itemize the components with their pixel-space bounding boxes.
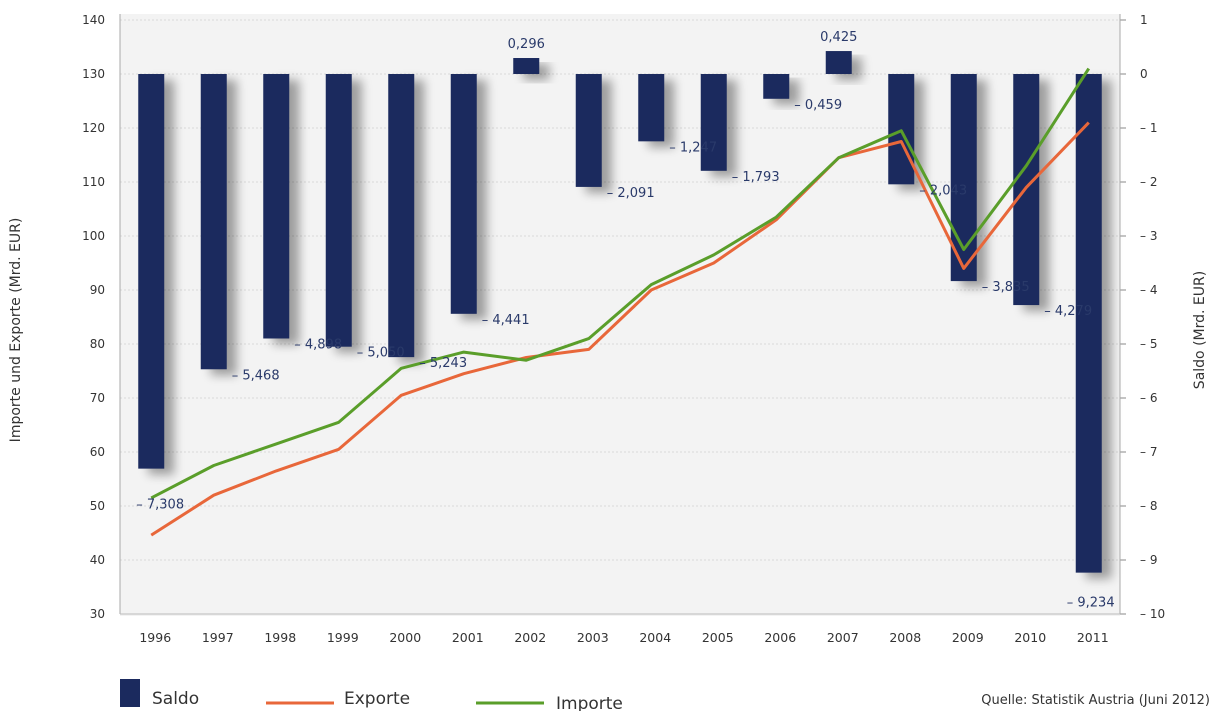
x-tick-label: 2000 bbox=[389, 630, 421, 645]
saldo-data-label: – 0,459 bbox=[794, 98, 842, 113]
saldo-bar bbox=[388, 74, 415, 358]
saldo-bar bbox=[263, 74, 290, 339]
right-tick-label: – 5 bbox=[1140, 337, 1157, 351]
left-tick-label: 120 bbox=[82, 121, 105, 135]
saldo-data-label: 0,296 bbox=[508, 37, 545, 52]
x-tick-label: 1999 bbox=[327, 630, 359, 645]
x-tick-label: 2009 bbox=[952, 630, 984, 645]
left-tick-label: 80 bbox=[90, 337, 105, 351]
right-tick-label: 1 bbox=[1140, 13, 1148, 27]
left-tick-label: 90 bbox=[90, 283, 105, 297]
x-tick-label: 1997 bbox=[202, 630, 234, 645]
legend-item-exporte: Exporte bbox=[266, 689, 410, 709]
right-tick-label: – 1 bbox=[1140, 121, 1157, 135]
saldo-data-label: – 7,308 bbox=[136, 498, 184, 513]
x-tick-label: 1998 bbox=[264, 630, 296, 645]
right-tick-label: 0 bbox=[1140, 67, 1148, 81]
right-tick-label: – 6 bbox=[1140, 391, 1157, 405]
source-note: Quelle: Statistik Austria (Juni 2012) bbox=[981, 693, 1210, 708]
right-tick-label: – 4 bbox=[1140, 283, 1157, 297]
saldo-bar bbox=[1075, 74, 1102, 573]
saldo-bar bbox=[763, 74, 790, 99]
x-tick-label: 2002 bbox=[514, 630, 546, 645]
x-tick-label: 2006 bbox=[764, 630, 796, 645]
left-tick-label: 40 bbox=[90, 553, 105, 567]
left-tick-label: 50 bbox=[90, 499, 105, 513]
legend-item-saldo: Saldo bbox=[120, 679, 199, 709]
left-axis-title: Importe und Exporte (Mrd. EUR) bbox=[8, 218, 24, 443]
saldo-data-label: 0,425 bbox=[820, 30, 857, 45]
right-tick-label: – 10 bbox=[1140, 607, 1165, 621]
saldo-bars bbox=[138, 51, 1102, 573]
left-tick-label: 140 bbox=[82, 13, 105, 27]
saldo-bar bbox=[700, 74, 727, 171]
saldo-data-label: – 1,793 bbox=[732, 170, 780, 185]
saldo-data-label: – 3,835 bbox=[982, 280, 1030, 295]
saldo-data-label: – 5,050 bbox=[357, 346, 405, 361]
x-tick-label: 2003 bbox=[577, 630, 609, 645]
saldo-data-label: – 1,247 bbox=[669, 140, 717, 155]
saldo-bar bbox=[888, 74, 915, 185]
saldo-bar bbox=[513, 58, 540, 74]
saldo-bar bbox=[325, 74, 352, 347]
saldo-data-label: – 4,898 bbox=[294, 337, 342, 352]
saldo-bar bbox=[200, 74, 227, 370]
saldo-data-label: – 5,468 bbox=[232, 368, 280, 383]
right-tick-label: – 9 bbox=[1140, 553, 1157, 567]
left-tick-label: 130 bbox=[82, 67, 105, 81]
left-tick-label: 30 bbox=[90, 607, 105, 621]
legend-label-saldo: Saldo bbox=[152, 689, 199, 709]
x-tick-label: 2005 bbox=[702, 630, 734, 645]
saldo-bar bbox=[138, 74, 165, 469]
saldo-data-label: – 2,043 bbox=[919, 183, 967, 198]
legend-label-importe: Importe bbox=[556, 694, 623, 711]
left-tick-label: 60 bbox=[90, 445, 105, 459]
trade-lines bbox=[150, 67, 1091, 537]
saldo-bar bbox=[450, 74, 477, 314]
legend: Saldo Exporte Importe bbox=[120, 679, 623, 714]
x-tick-label: 2004 bbox=[639, 630, 671, 645]
right-tick-label: – 2 bbox=[1140, 175, 1157, 189]
right-tick-label: – 7 bbox=[1140, 445, 1157, 459]
x-tick-label: 2001 bbox=[452, 630, 484, 645]
saldo-bar bbox=[638, 74, 665, 142]
left-tick-label: 100 bbox=[82, 229, 105, 243]
axes: 30 40 50 60 70 80 90 100 110 120 130 140 1 0 – 1 – 2 – 3… bbox=[82, 13, 1165, 645]
legend-item-importe: Importe bbox=[476, 694, 623, 714]
legend-swatch-saldo bbox=[120, 679, 140, 707]
saldo-data-label: – 2,091 bbox=[607, 186, 655, 201]
x-tick-label: 1996 bbox=[139, 630, 171, 645]
x-tick-label: 2008 bbox=[889, 630, 921, 645]
right-tick-label: – 8 bbox=[1140, 499, 1157, 513]
saldo-bar bbox=[575, 74, 602, 187]
exporte-line bbox=[150, 121, 1090, 537]
legend-label-exporte: Exporte bbox=[344, 689, 410, 709]
x-tick-label: 2007 bbox=[827, 630, 859, 645]
saldo-data-label: – 5,243 bbox=[419, 356, 467, 371]
saldo-bar bbox=[825, 51, 852, 74]
right-axis-title: Saldo (Mrd. EUR) bbox=[1192, 271, 1208, 389]
data-labels: – 7,308 – 5,468 – 4,898 – 5,050 – 5,243 – 4,4… bbox=[136, 30, 1114, 611]
saldo-data-label: – 4,279 bbox=[1044, 304, 1092, 319]
importe-line bbox=[150, 67, 1091, 500]
saldo-data-label: – 4,441 bbox=[482, 313, 530, 328]
saldo-data-label: – 9,234 bbox=[1067, 596, 1115, 611]
left-tick-label: 70 bbox=[90, 391, 105, 405]
x-tick-label: 2010 bbox=[1014, 630, 1046, 645]
right-tick-label: – 3 bbox=[1140, 229, 1157, 243]
x-tick-label: 2011 bbox=[1077, 630, 1109, 645]
left-tick-label: 110 bbox=[82, 175, 105, 189]
